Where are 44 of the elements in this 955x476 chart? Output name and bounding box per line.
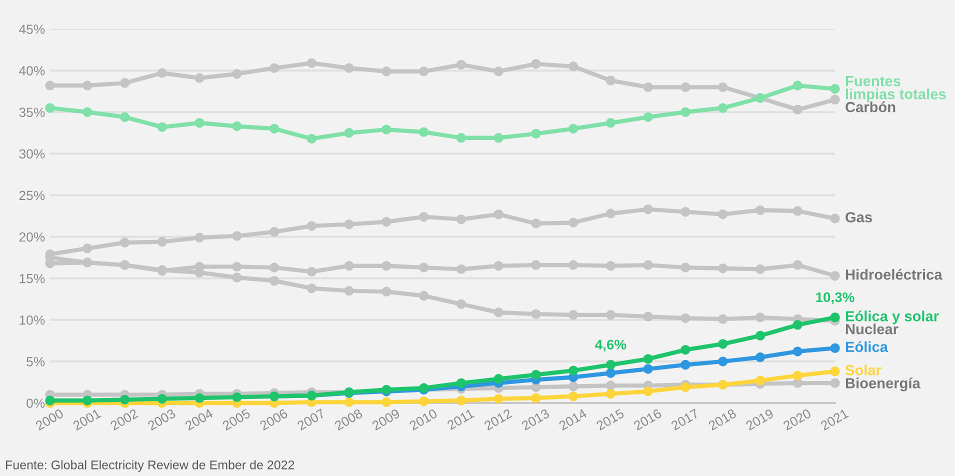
y-tick-label: 10% <box>20 315 45 325</box>
series-label: Eólica y solar <box>846 310 939 324</box>
x-tick-label: 2000 <box>34 408 64 431</box>
x-tick-label: 2004 <box>184 408 214 431</box>
x-tick-label: 2007 <box>296 408 326 431</box>
series-label: Eólica <box>846 341 888 352</box>
x-tick-label: 2020 <box>782 408 812 431</box>
y-tick-label: 30% <box>19 149 45 159</box>
x-tick-label: 2009 <box>371 408 400 431</box>
x-tick-label: 2021 <box>820 408 849 431</box>
x-tick-label: 2016 <box>633 408 662 431</box>
y-tick-label: 35% <box>19 108 45 118</box>
x-tick-label: 2001 <box>72 408 102 431</box>
x-tick-label: 2014 <box>558 408 588 431</box>
x-tick-label: 2005 <box>222 408 251 431</box>
source-note: Fuente: Global Electricity Review de Ember de 2022 <box>6 460 294 472</box>
series-label: Gas <box>846 212 872 222</box>
x-tick-label: 2017 <box>670 408 700 431</box>
series-label: Carbón <box>846 101 896 112</box>
x-tick-label: 2002 <box>110 408 139 431</box>
y-tick-label: 45% <box>19 24 45 34</box>
x-tick-label: 2013 <box>520 408 550 431</box>
series-label: Hidroeléctrica <box>846 268 942 280</box>
series-label: Bioenergía <box>846 378 920 392</box>
annotation: 10,3% <box>816 292 854 304</box>
y-tick-label: 15% <box>20 274 45 284</box>
series-label: Solar <box>845 364 882 376</box>
x-tick-label: 2010 <box>408 408 438 431</box>
x-tick-label: 2006 <box>259 408 288 431</box>
y-tick-label: 20% <box>19 232 45 242</box>
x-tick-label: 2008 <box>334 408 364 431</box>
x-tick-label: 2018 <box>708 408 737 431</box>
series-label: Nuclear <box>846 324 898 334</box>
series-label: Fuentes limpias totales <box>846 76 946 102</box>
y-tick-label: 5% <box>26 357 45 366</box>
y-tick-label: 0% <box>26 398 45 408</box>
x-tick-label: 2011 <box>446 408 475 430</box>
x-tick-label: 2015 <box>596 408 625 431</box>
x-tick-label: 2012 <box>484 408 512 431</box>
x-tick-label: 2003 <box>147 408 176 431</box>
x-tick-label: 2019 <box>745 408 774 431</box>
y-tick-label: 25% <box>19 190 45 200</box>
y-tick-label: 40% <box>19 66 45 76</box>
annotation: 4,6% <box>595 340 626 352</box>
